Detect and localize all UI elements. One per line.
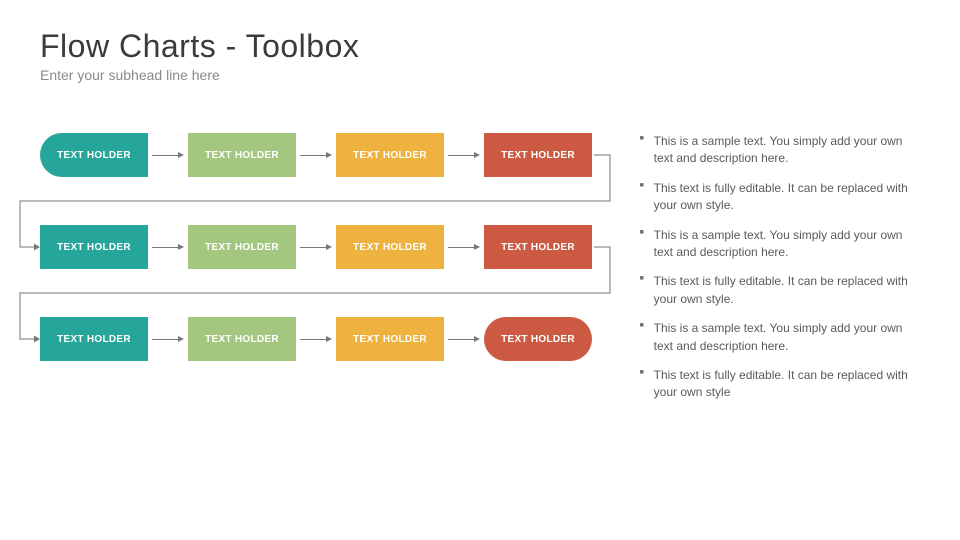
arrow-icon <box>152 247 184 248</box>
flow-node: TEXT HOLDER <box>336 225 444 269</box>
flow-node: TEXT HOLDER <box>188 225 296 269</box>
content-area: TEXT HOLDER TEXT HOLDER TEXT HOLDER TEXT HO… <box>40 133 920 414</box>
connector-line <box>40 133 660 433</box>
flow-node: TEXT HOLDER <box>188 317 296 361</box>
bullet-list: This is a sample text. You simply add yo… <box>630 133 920 414</box>
arrow-icon <box>300 339 332 340</box>
flow-row: TEXT HOLDER TEXT HOLDER TEXT HOLDER TEXT HO… <box>40 317 630 361</box>
arrow-icon <box>300 155 332 156</box>
flow-node: TEXT HOLDER <box>484 133 592 177</box>
flow-node: TEXT HOLDER <box>484 225 592 269</box>
bullet-item: This text is fully editable. It can be r… <box>640 180 920 215</box>
slide-title: Flow Charts - Toolbox <box>40 28 920 65</box>
flow-node: TEXT HOLDER <box>336 133 444 177</box>
bullet-item: This is a sample text. You simply add yo… <box>640 133 920 168</box>
flow-node: TEXT HOLDER <box>188 133 296 177</box>
arrow-icon <box>448 339 480 340</box>
bullet-item: This is a sample text. You simply add yo… <box>640 227 920 262</box>
arrow-icon <box>152 155 184 156</box>
slide: Flow Charts - Toolbox Enter your subhead… <box>0 0 960 540</box>
flow-node: TEXT HOLDER <box>484 317 592 361</box>
bullet-item: This text is fully editable. It can be r… <box>640 273 920 308</box>
flow-row: TEXT HOLDER TEXT HOLDER TEXT HOLDER TEXT HO… <box>40 225 630 269</box>
flow-node: TEXT HOLDER <box>40 133 148 177</box>
flow-node: TEXT HOLDER <box>336 317 444 361</box>
slide-subhead: Enter your subhead line here <box>40 67 920 83</box>
arrow-icon <box>448 155 480 156</box>
flow-node: TEXT HOLDER <box>40 225 148 269</box>
flow-row: TEXT HOLDER TEXT HOLDER TEXT HOLDER TEXT HO… <box>40 133 630 177</box>
bullet-item: This is a sample text. You simply add yo… <box>640 320 920 355</box>
arrow-icon <box>152 339 184 340</box>
arrow-icon <box>300 247 332 248</box>
flow-node: TEXT HOLDER <box>40 317 148 361</box>
flowchart: TEXT HOLDER TEXT HOLDER TEXT HOLDER TEXT HO… <box>40 133 630 414</box>
bullet-item: This text is fully editable. It can be r… <box>640 367 920 402</box>
arrow-icon <box>448 247 480 248</box>
connector-line <box>40 133 660 433</box>
